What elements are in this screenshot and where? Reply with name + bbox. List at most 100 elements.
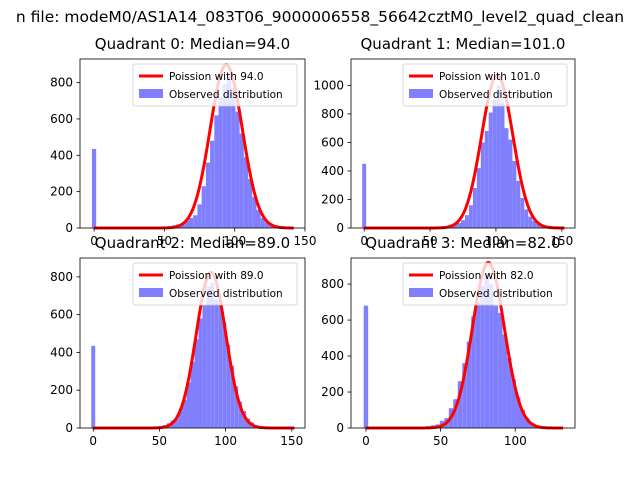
legend-bar-label: Observed distribution bbox=[439, 89, 553, 101]
x-tick-label: 150 bbox=[294, 234, 317, 248]
legend-bar-swatch bbox=[409, 288, 433, 297]
subplot-grid: 0 50 100 150 0 200 400 600 800 Poission with 94.0… bbox=[50, 35, 576, 448]
histogram-bar bbox=[461, 220, 465, 228]
histogram-bar bbox=[218, 305, 223, 428]
histogram-bar bbox=[532, 220, 537, 228]
histogram-bar bbox=[457, 223, 462, 228]
legend-box bbox=[402, 63, 568, 107]
histogram-bar bbox=[91, 345, 96, 428]
histogram-bar bbox=[210, 282, 215, 428]
legend-curve-label: Poission with 94.0 bbox=[169, 71, 264, 83]
histogram-bar bbox=[508, 139, 513, 228]
histogram-bar bbox=[205, 162, 211, 228]
subplot-title: Quadrant 0: Median=94.0 bbox=[95, 35, 290, 53]
histogram-bar bbox=[269, 225, 274, 228]
x-tick-label: 0 bbox=[360, 234, 368, 248]
histogram-bar bbox=[536, 223, 541, 228]
y-tick-label: 800 bbox=[321, 107, 344, 121]
histogram-bar bbox=[222, 322, 227, 428]
histogram-bar bbox=[462, 363, 467, 428]
histogram-bar bbox=[264, 222, 270, 228]
histogram-bar bbox=[238, 401, 243, 428]
axes-frame bbox=[79, 257, 306, 429]
legend-box bbox=[132, 63, 298, 107]
y-tick-label: 200 bbox=[321, 385, 344, 399]
axes-frame bbox=[350, 58, 576, 229]
histogram-bar bbox=[231, 88, 236, 228]
histogram-bar bbox=[480, 142, 485, 228]
histogram-bar bbox=[256, 209, 261, 228]
histogram-bar bbox=[198, 318, 203, 428]
histogram-bar bbox=[214, 299, 219, 428]
histogram-bar bbox=[242, 411, 247, 428]
legend-curve-label: Poission with 82.0 bbox=[439, 270, 534, 282]
histogram-bar bbox=[468, 205, 473, 228]
legend-bar-label: Observed distribution bbox=[439, 288, 553, 300]
legend-box bbox=[402, 262, 568, 306]
x-tick-label: 50 bbox=[157, 234, 172, 248]
histogram-bar bbox=[524, 418, 530, 428]
legend-bar-swatch bbox=[409, 89, 433, 98]
y-tick-label: 400 bbox=[50, 345, 73, 359]
x-tick-label: 100 bbox=[504, 434, 527, 448]
histogram-bar bbox=[193, 215, 198, 228]
histogram-bar bbox=[516, 397, 521, 428]
y-tick-label: 0 bbox=[65, 421, 73, 435]
histogram-bar bbox=[243, 157, 249, 228]
histogram-bar bbox=[248, 178, 253, 228]
y-tick-label: 600 bbox=[50, 112, 73, 126]
histogram-bar bbox=[528, 216, 533, 228]
histogram-bar bbox=[252, 197, 257, 228]
x-tick-label: 0 bbox=[90, 234, 98, 248]
x-tick-label: 100 bbox=[484, 234, 507, 248]
x-tick-label: 50 bbox=[152, 434, 167, 448]
histogram-bar bbox=[234, 386, 239, 428]
subplot-title: Quadrant 2: Median=89.0 bbox=[95, 234, 290, 252]
histogram-bar bbox=[492, 99, 497, 229]
histogram-bar bbox=[188, 218, 194, 228]
histogram-bar bbox=[91, 148, 97, 228]
subplot-2: 0 50 100 150 0 200 400 600 800 Poission with 89.0… bbox=[50, 234, 306, 448]
histogram-bar bbox=[197, 204, 202, 228]
legend-bar-label: Observed distribution bbox=[169, 89, 283, 101]
histogram-bar bbox=[453, 399, 458, 428]
x-tick-label: 150 bbox=[280, 434, 303, 448]
histogram-bar bbox=[260, 218, 265, 228]
histogram-bar bbox=[489, 284, 494, 428]
legend-box bbox=[132, 262, 298, 306]
subplot-title: Quadrant 1: Median=101.0 bbox=[361, 35, 566, 53]
histogram-bar bbox=[174, 418, 179, 428]
axes-frame bbox=[350, 257, 576, 429]
histogram-bar bbox=[480, 285, 485, 428]
histogram-bar bbox=[498, 312, 503, 428]
histogram-bar bbox=[218, 97, 223, 228]
legend-curve-label: Poission with 89.0 bbox=[169, 270, 264, 282]
figure-suptitle: n file: modeM0/AS1A14_083T06_9000006558_… bbox=[16, 8, 624, 27]
histogram-bar bbox=[457, 381, 463, 428]
histogram-bar bbox=[182, 399, 187, 428]
histogram-bar bbox=[222, 84, 227, 228]
histogram-bar bbox=[516, 180, 521, 228]
histogram-bar bbox=[362, 163, 367, 228]
histogram-bar bbox=[488, 112, 493, 228]
histogram-bar bbox=[230, 365, 235, 428]
histogram-bar bbox=[493, 305, 499, 428]
subplot-0: 0 50 100 150 0 200 400 600 800 Poission with 94.0… bbox=[50, 35, 316, 248]
histogram-bar bbox=[507, 357, 512, 428]
legend-bar-label: Observed distribution bbox=[169, 288, 283, 300]
histogram-bar bbox=[210, 140, 215, 228]
x-tick-label: 100 bbox=[223, 234, 246, 248]
histogram-bar bbox=[484, 273, 490, 428]
histogram-bar bbox=[206, 286, 211, 428]
x-tick-label: 100 bbox=[214, 434, 237, 448]
histogram-bar bbox=[524, 209, 529, 228]
y-tick-label: 600 bbox=[321, 313, 344, 327]
histogram-bar bbox=[180, 223, 185, 228]
histogram-bar bbox=[363, 305, 369, 428]
legend-curve-label: Poission with 101.0 bbox=[439, 71, 540, 83]
histogram-bar bbox=[226, 75, 232, 228]
histogram-bar bbox=[475, 302, 481, 428]
y-tick-label: 200 bbox=[50, 185, 73, 199]
y-tick-label: 0 bbox=[336, 221, 344, 235]
